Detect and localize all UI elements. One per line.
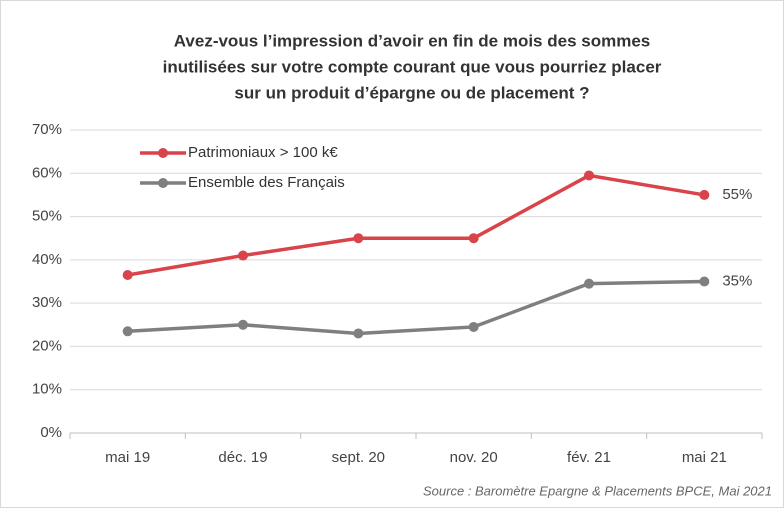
chart-title: Avez-vous l’impression d’avoir en fin de… — [174, 31, 650, 50]
data-point — [699, 189, 710, 200]
y-tick-label: 50% — [32, 208, 62, 225]
x-tick-label: mai 21 — [682, 449, 727, 466]
data-point — [699, 276, 710, 287]
data-point — [353, 233, 364, 244]
legend-marker — [158, 178, 168, 188]
y-tick-label: 70% — [32, 121, 62, 138]
data-point — [468, 321, 479, 332]
x-tick-label: mai 19 — [105, 449, 150, 466]
y-tick-label: 0% — [40, 424, 62, 441]
data-point — [238, 250, 248, 261]
data-label: 55% — [722, 186, 752, 203]
source-note: Source : Baromètre Epargne & Placements … — [423, 483, 772, 498]
x-tick-label: déc. 19 — [218, 449, 267, 466]
legend-marker — [158, 148, 168, 158]
x-tick-label: fév. 21 — [567, 449, 611, 466]
series-line — [127, 173, 705, 277]
data-point — [468, 233, 479, 244]
legend-label: Patrimoniaux > 100 k€ — [188, 144, 338, 161]
y-tick-label: 30% — [32, 294, 62, 311]
y-tick-label: 20% — [32, 337, 62, 354]
legend-label: Ensemble des Français — [188, 174, 345, 191]
y-tick-label: 40% — [32, 251, 62, 268]
x-tick-label: sept. 20 — [332, 449, 385, 466]
chart-title: sur un produit d’épargne ou de placement… — [234, 83, 589, 102]
data-point — [238, 319, 248, 330]
data-point — [584, 170, 594, 181]
y-tick-label: 10% — [32, 381, 62, 398]
data-label: 35% — [722, 272, 752, 289]
series-line — [127, 279, 705, 336]
data-point — [122, 270, 133, 281]
data-point — [122, 326, 133, 337]
chart-title: inutilisées sur votre compte courant que… — [163, 57, 662, 76]
data-point — [584, 278, 594, 289]
x-tick-label: nov. 20 — [450, 449, 498, 466]
y-tick-label: 60% — [32, 164, 62, 181]
data-point — [353, 328, 364, 339]
